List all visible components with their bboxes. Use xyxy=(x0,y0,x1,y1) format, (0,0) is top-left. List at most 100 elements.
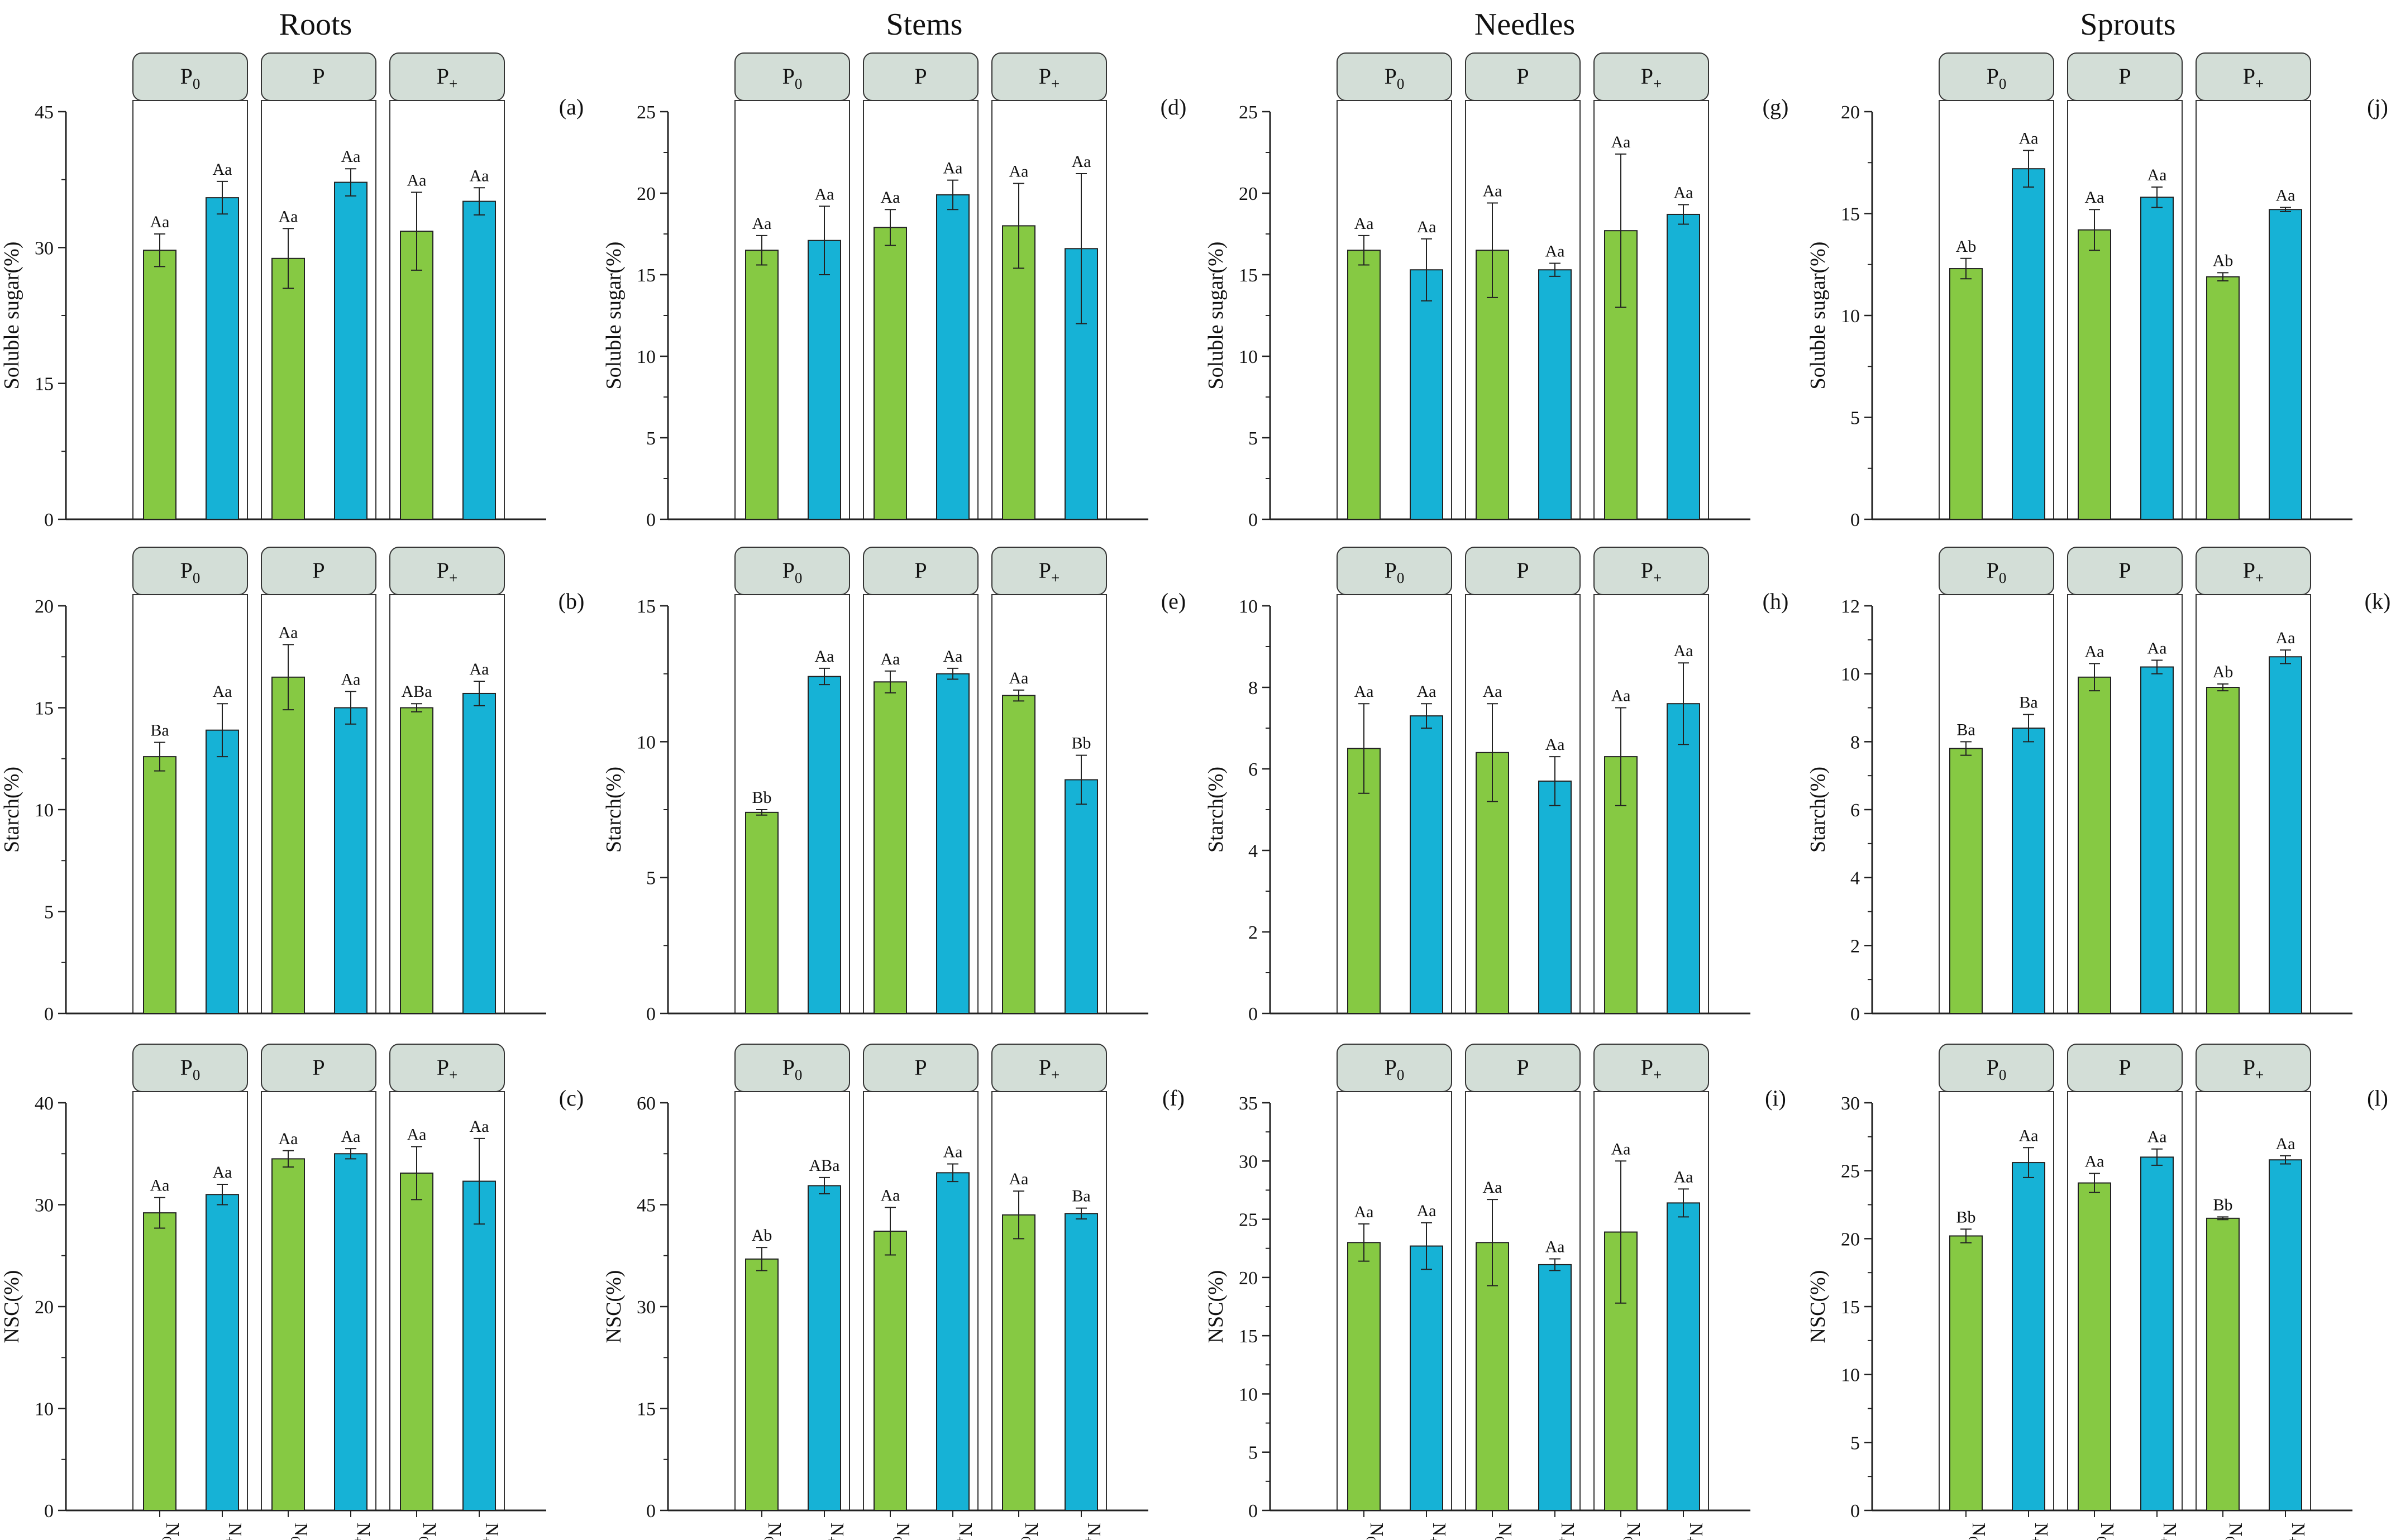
panel-label: (l) xyxy=(2367,1085,2388,1111)
x-tick-label: N+ xyxy=(2157,1523,2180,1540)
facet-label-P0: P0 xyxy=(782,64,803,92)
y-tick-label: 15 xyxy=(35,374,54,395)
y-tick-label: 5 xyxy=(646,868,656,889)
y-tick-label: 5 xyxy=(44,902,54,923)
x-tick-label: N+ xyxy=(2029,1523,2051,1540)
significance-letter: Ba xyxy=(1072,1187,1090,1206)
x-tick-label: N+ xyxy=(1555,1523,1578,1540)
bar-N0 xyxy=(400,1172,433,1512)
significance-letter: Aa xyxy=(881,650,900,668)
significance-letter: Aa xyxy=(341,147,361,166)
y-tick-label: 15 xyxy=(35,699,54,719)
bar-N0 xyxy=(271,257,305,520)
bar-Nplus xyxy=(462,692,496,1014)
panel-label: (f) xyxy=(1162,1085,1185,1111)
bar-N0 xyxy=(1949,748,1983,1014)
y-axis-label: NSC(%) xyxy=(0,1270,23,1343)
bar-Nplus xyxy=(462,200,496,520)
x-tick-label: N+ xyxy=(1426,1523,1449,1540)
y-tick-label: 0 xyxy=(1850,1501,1860,1522)
significance-letter: Aa xyxy=(1483,1178,1502,1197)
y-tick-label: 0 xyxy=(1248,1501,1258,1522)
y-tick-label: 0 xyxy=(44,510,54,530)
significance-letter: Aa xyxy=(1009,1170,1029,1188)
panel-g: P0 P P+ 0 5 10 15 20 25 Soluble sugar(%) (g) Aa Aa Aa… xyxy=(1204,52,1788,530)
x-tick-label: N+ xyxy=(479,1523,502,1540)
significance-letter: Bb xyxy=(2213,1195,2232,1214)
significance-letter: Bb xyxy=(1071,734,1091,753)
y-tick-label: 20 xyxy=(637,184,656,204)
y-axis-label: NSC(%) xyxy=(602,1270,626,1343)
bar-Nplus xyxy=(334,707,368,1014)
y-axis-label: Soluble sugar(%) xyxy=(0,242,23,390)
bar-N0 xyxy=(1949,1235,1983,1511)
bar-Nplus xyxy=(2269,656,2302,1014)
facet-label-P: P xyxy=(1516,64,1529,89)
significance-letter: Aa xyxy=(1611,133,1631,151)
bar-N0 xyxy=(2078,676,2111,1014)
x-tick-label: N0 xyxy=(2094,1523,2117,1540)
y-tick-label: 0 xyxy=(1850,1004,1860,1025)
bar-N0 xyxy=(1476,1242,1509,1511)
significance-letter: Aa xyxy=(1611,1140,1631,1158)
significance-letter: Aa xyxy=(815,647,834,666)
significance-letter: Aa xyxy=(1417,1202,1436,1220)
significance-letter: Aa xyxy=(2147,166,2167,184)
facet-label-P0: P0 xyxy=(1385,64,1405,92)
y-tick-label: 5 xyxy=(1850,408,1860,429)
column-title-sprouts: Sprouts xyxy=(2080,7,2175,42)
significance-letter: Aa xyxy=(407,1125,427,1144)
y-tick-label: 5 xyxy=(1248,1443,1258,1464)
bar-Nplus xyxy=(936,1172,970,1511)
y-tick-label: 60 xyxy=(637,1093,656,1114)
significance-letter: Aa xyxy=(341,670,361,688)
y-tick-label: 10 xyxy=(1239,1384,1258,1405)
significance-letter: Ab xyxy=(752,1226,772,1245)
significance-letter: Aa xyxy=(213,682,232,701)
x-tick-label: N0 xyxy=(1019,1523,1042,1540)
y-tick-label: 0 xyxy=(44,1004,54,1025)
y-tick-label: 10 xyxy=(1239,347,1258,367)
bar-N0 xyxy=(874,681,907,1015)
panel-label: (c) xyxy=(559,1085,584,1111)
bar-N0 xyxy=(1002,1214,1035,1511)
y-tick-label: 30 xyxy=(1841,1093,1860,1114)
y-tick-label: 12 xyxy=(1841,596,1860,617)
significance-letter: Aa xyxy=(1009,669,1029,687)
bar-N0 xyxy=(1002,225,1035,520)
y-tick-label: 6 xyxy=(1850,800,1860,821)
bar-N0 xyxy=(745,250,779,520)
y-tick-label: 25 xyxy=(1239,1210,1258,1231)
bar-N0 xyxy=(2078,229,2111,520)
facet-label-Pplus: P+ xyxy=(437,1055,457,1083)
bar-N0 xyxy=(400,707,433,1014)
significance-letter: Aa xyxy=(150,1176,170,1195)
bar-Nplus xyxy=(808,1185,841,1511)
panel-f: P0 P P+ 0 15 30 45 60 NSC(%) (f) Ab N0 ABa N+ Aa N0 Aa N+… xyxy=(602,1044,1185,1540)
significance-letter: Aa xyxy=(1009,162,1029,180)
column-title-roots: Roots xyxy=(279,7,352,42)
bar-Nplus xyxy=(2140,197,2174,520)
significance-letter: Aa xyxy=(815,185,834,203)
bar-N0 xyxy=(400,231,433,520)
x-tick-label: N0 xyxy=(1364,1523,1387,1540)
facet-label-P0: P0 xyxy=(1987,558,2007,586)
facet-label-Pplus: P+ xyxy=(1641,558,1662,586)
significance-letter: Aa xyxy=(2019,1126,2039,1145)
y-tick-label: 10 xyxy=(35,1399,54,1420)
y-tick-label: 10 xyxy=(1239,596,1258,617)
panel-label: (e) xyxy=(1161,589,1186,614)
y-tick-label: 25 xyxy=(637,102,656,123)
x-tick-label: N0 xyxy=(160,1523,183,1540)
significance-letter: Ba xyxy=(150,721,169,740)
x-tick-label: N0 xyxy=(417,1523,440,1540)
y-tick-label: 5 xyxy=(1248,428,1258,449)
significance-letter: Aa xyxy=(1354,214,1374,233)
y-tick-label: 20 xyxy=(1841,102,1860,123)
facet-label-Pplus: P+ xyxy=(1039,1055,1060,1083)
significance-letter: Ab xyxy=(2213,251,2233,270)
significance-letter: Aa xyxy=(2085,1152,2104,1171)
significance-letter: Aa xyxy=(2019,129,2039,147)
facet-label-P0: P0 xyxy=(1987,64,2007,92)
